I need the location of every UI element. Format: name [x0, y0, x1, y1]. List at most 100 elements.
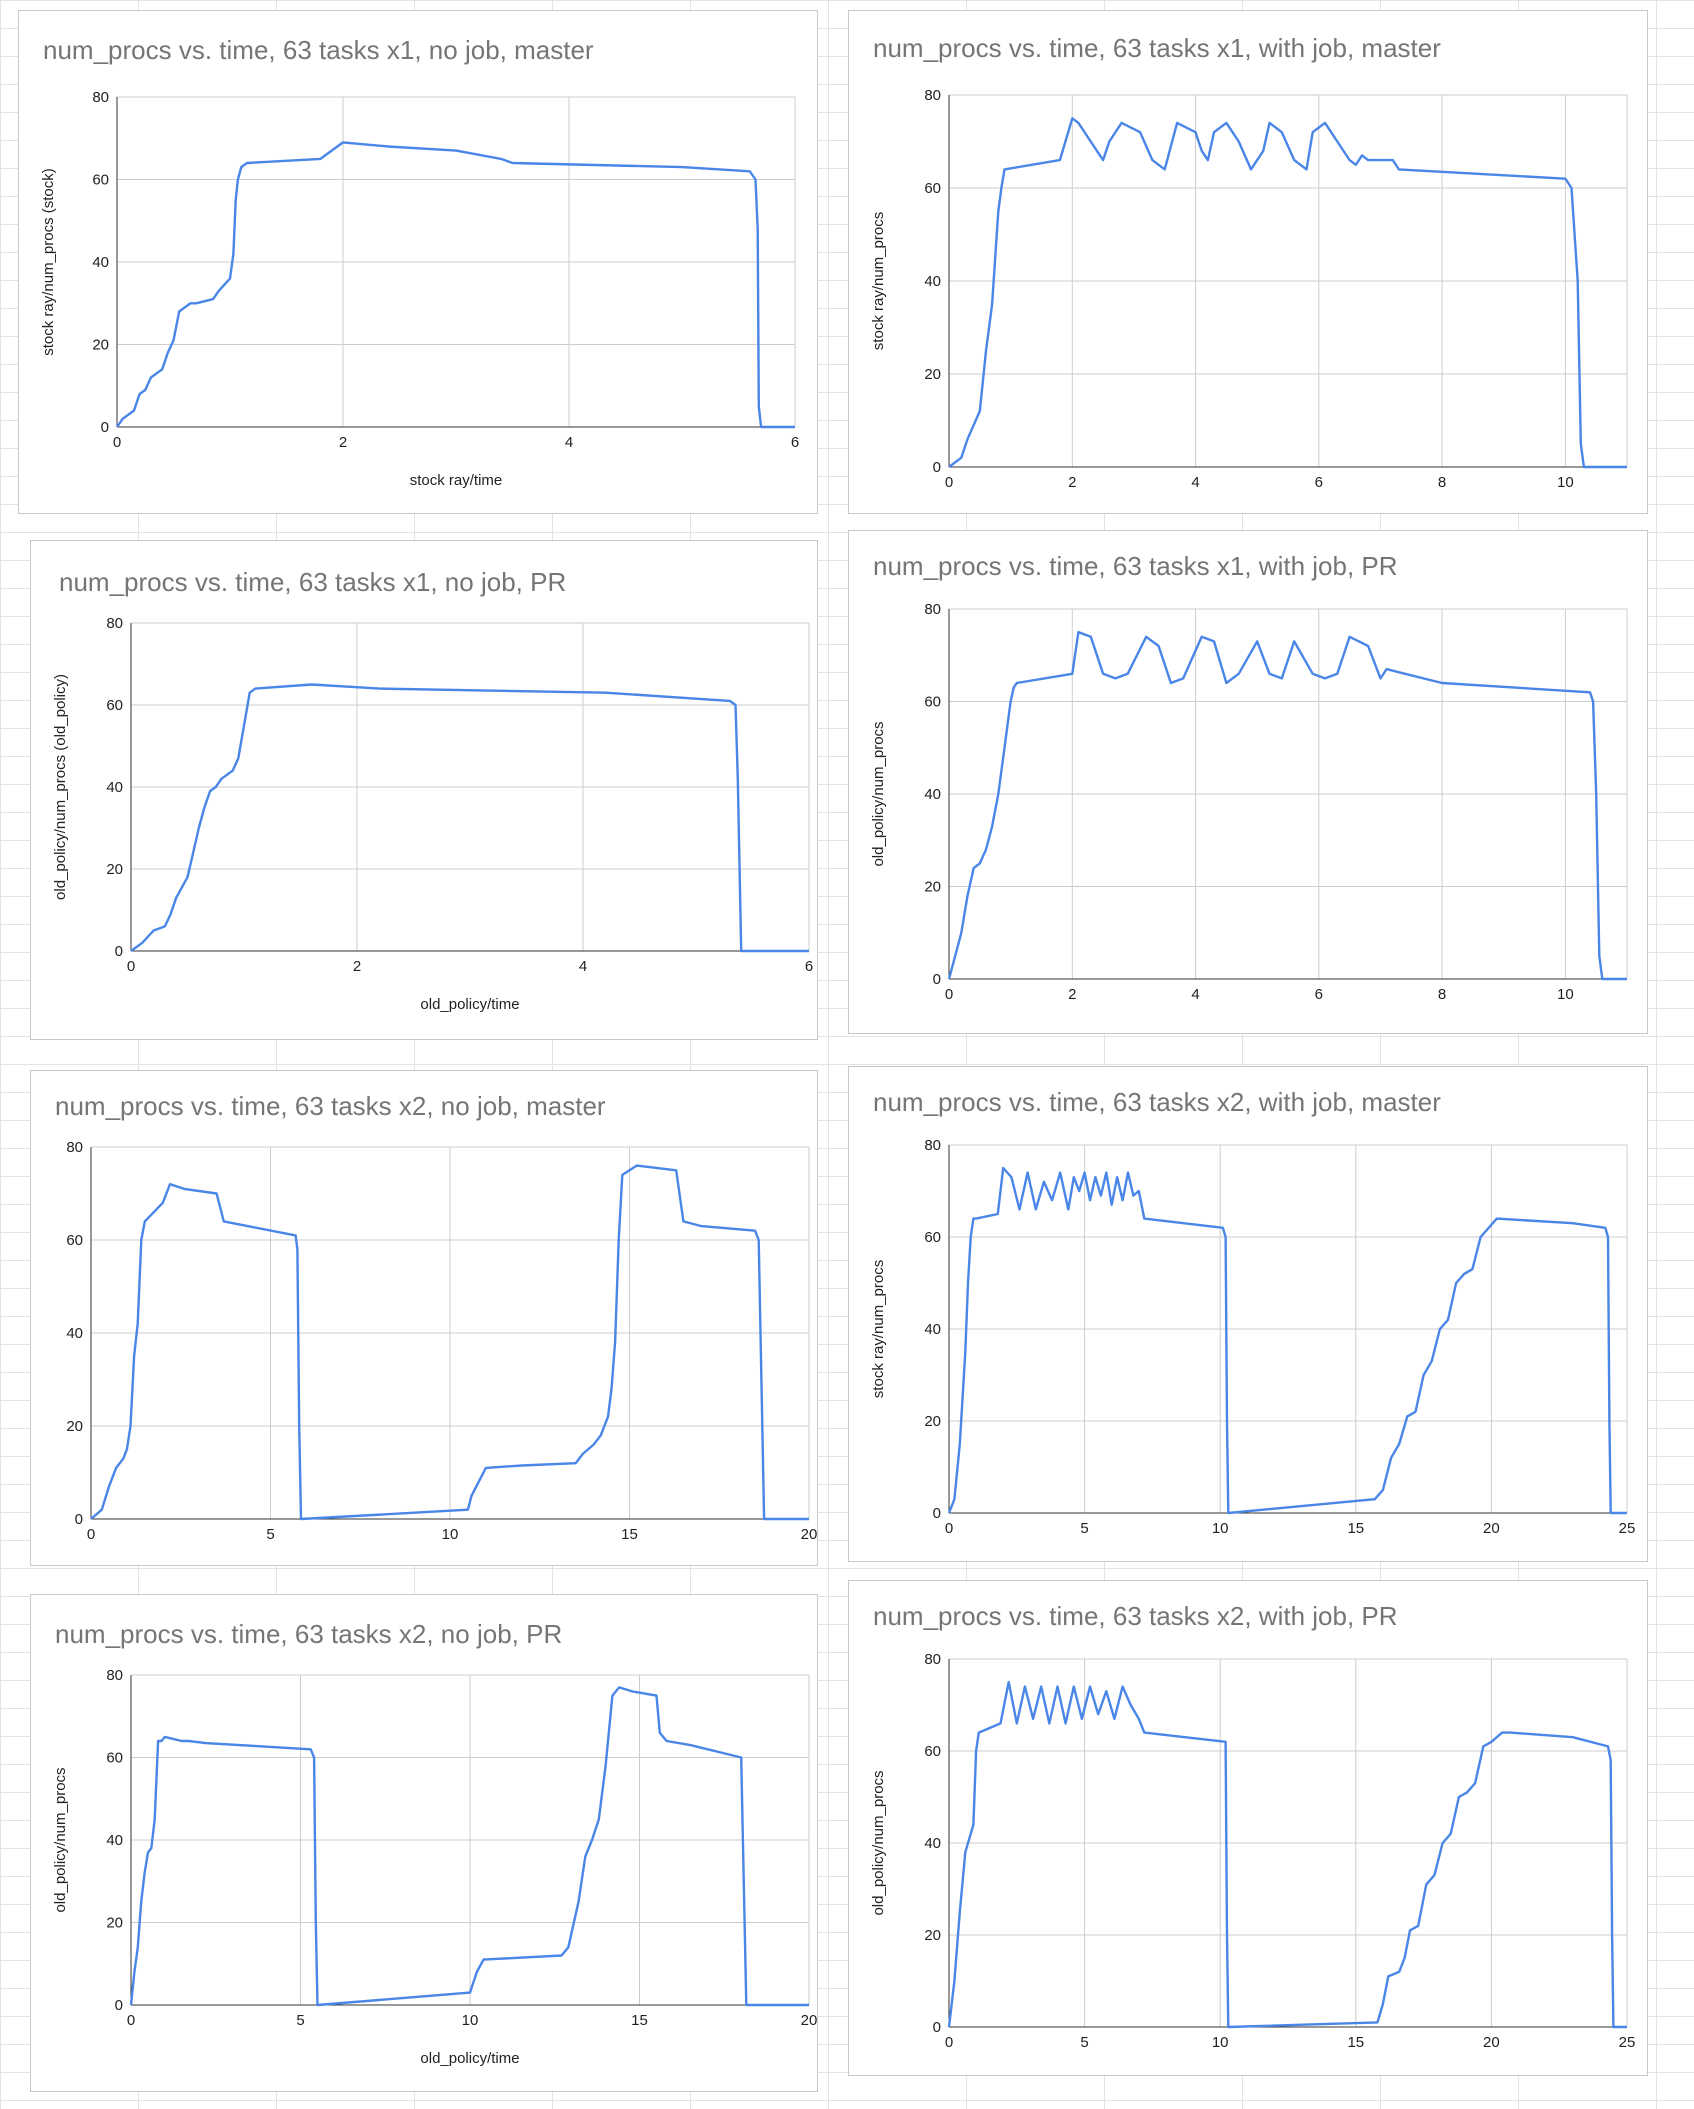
x-tick-label: 6 [1315, 474, 1323, 491]
y-tick-label: 0 [933, 459, 941, 476]
y-tick-label: 0 [115, 943, 123, 960]
y-tick-label: 60 [924, 1743, 941, 1760]
chart-card-x2-job-master: num_procs vs. time, 63 tasks x2, with jo… [848, 1066, 1648, 1562]
x-tick-label: 15 [631, 2012, 648, 2029]
x-tick-label: 6 [791, 434, 799, 451]
x-tick-label: 6 [1315, 986, 1323, 1003]
x-tick-label: 5 [1080, 1520, 1088, 1537]
y-tick-label: 0 [933, 1505, 941, 1522]
x-tick-label: 0 [945, 1520, 953, 1537]
x-tick-label: 20 [1483, 2034, 1500, 2051]
x-tick-label: 0 [127, 958, 135, 975]
chart-x1-nojob-pr: num_procs vs. time, 63 tasks x1, no job,… [52, 567, 813, 1013]
x-tick-label: 6 [805, 958, 813, 975]
chart-title: num_procs vs. time, 63 tasks x2, no job,… [55, 1091, 606, 1121]
y-tick-label: 80 [92, 89, 109, 106]
y-axis-label: stock ray/num_procs [870, 1260, 887, 1398]
series-line [947, 1166, 1627, 1515]
x-tick-label: 4 [1191, 986, 1199, 1003]
x-tick-label: 8 [1438, 474, 1446, 491]
series-line [116, 141, 795, 429]
y-tick-label: 20 [106, 1915, 123, 1932]
chart-title: num_procs vs. time, 63 tasks x1, no job,… [43, 35, 594, 65]
x-tick-label: 10 [1557, 474, 1574, 491]
x-tick-label: 10 [462, 2012, 479, 2029]
x-tick-label: 0 [945, 986, 953, 1003]
chart-card-x1-nojob-pr: num_procs vs. time, 63 tasks x1, no job,… [30, 540, 818, 1040]
chart-card-x2-job-pr: num_procs vs. time, 63 tasks x2, with jo… [848, 1580, 1648, 2076]
y-axis-label: old_policy/num_procs [52, 1767, 69, 1912]
chart-x2-job-master: num_procs vs. time, 63 tasks x2, with jo… [870, 1087, 1635, 1537]
x-tick-label: 20 [801, 1526, 818, 1543]
x-tick-label: 0 [87, 1526, 95, 1543]
y-tick-label: 40 [924, 1321, 941, 1338]
x-tick-label: 4 [565, 434, 573, 451]
x-tick-label: 20 [801, 2012, 818, 2029]
x-tick-label: 8 [1438, 986, 1446, 1003]
y-tick-label: 80 [924, 1137, 941, 1154]
y-tick-label: 20 [924, 879, 941, 896]
y-tick-label: 0 [933, 971, 941, 988]
chart-card-x1-job-pr: num_procs vs. time, 63 tasks x1, with jo… [848, 530, 1648, 1034]
chart-x1-job-master: num_procs vs. time, 63 tasks x1, with jo… [870, 33, 1628, 491]
chart-title: num_procs vs. time, 63 tasks x1, with jo… [873, 33, 1441, 63]
y-tick-label: 60 [924, 1229, 941, 1246]
y-tick-label: 80 [66, 1139, 83, 1156]
x-tick-label: 10 [1212, 2034, 1229, 2051]
x-tick-label: 10 [442, 1526, 459, 1543]
y-tick-label: 40 [106, 1832, 123, 1849]
y-axis-label: old_policy/num_procs (old_policy) [52, 674, 69, 900]
chart-title: num_procs vs. time, 63 tasks x1, no job,… [59, 567, 566, 597]
y-tick-label: 20 [924, 366, 941, 383]
series-line [130, 683, 809, 953]
x-tick-label: 2 [1068, 474, 1076, 491]
x-tick-label: 0 [113, 434, 121, 451]
y-tick-label: 20 [106, 861, 123, 878]
y-tick-label: 40 [924, 786, 941, 803]
y-tick-label: 0 [101, 419, 109, 436]
y-tick-label: 0 [75, 1511, 83, 1528]
y-tick-label: 60 [106, 1750, 123, 1767]
y-tick-label: 40 [92, 254, 109, 271]
chart-title: num_procs vs. time, 63 tasks x2, with jo… [873, 1087, 1441, 1117]
x-tick-label: 5 [1080, 2034, 1088, 2051]
x-tick-label: 15 [1347, 1520, 1364, 1537]
x-tick-label: 25 [1619, 2034, 1636, 2051]
series-line [129, 1686, 809, 2007]
y-tick-label: 20 [66, 1418, 83, 1435]
series-line [947, 630, 1627, 981]
y-tick-label: 80 [924, 601, 941, 618]
y-tick-label: 80 [106, 615, 123, 632]
y-axis-label: old_policy/num_procs [870, 1770, 887, 1915]
y-tick-label: 0 [933, 2019, 941, 2036]
y-tick-label: 20 [924, 1927, 941, 1944]
x-tick-label: 0 [945, 474, 953, 491]
y-tick-label: 0 [115, 1997, 123, 2014]
y-tick-label: 80 [924, 1651, 941, 1668]
chart-x1-job-pr: num_procs vs. time, 63 tasks x1, with jo… [870, 551, 1628, 1003]
x-tick-label: 0 [127, 2012, 135, 2029]
y-tick-label: 40 [66, 1325, 83, 1342]
y-axis-label: stock ray/num_procs (stock) [40, 168, 57, 356]
y-tick-label: 80 [924, 87, 941, 104]
y-tick-label: 60 [106, 697, 123, 714]
series-line [947, 1680, 1627, 2029]
series-line [948, 117, 1627, 469]
x-tick-label: 5 [266, 1526, 274, 1543]
y-axis-label: old_policy/num_procs [870, 721, 887, 866]
x-tick-label: 15 [1347, 2034, 1364, 2051]
y-tick-label: 40 [924, 273, 941, 290]
y-tick-label: 60 [66, 1232, 83, 1249]
chart-card-x2-nojob-master: num_procs vs. time, 63 tasks x2, no job,… [30, 1070, 818, 1566]
y-tick-label: 60 [924, 694, 941, 711]
series-line [90, 1164, 809, 1521]
x-tick-label: 2 [353, 958, 361, 975]
y-tick-label: 20 [924, 1413, 941, 1430]
x-axis-label: old_policy/time [420, 996, 519, 1013]
chart-title: num_procs vs. time, 63 tasks x2, with jo… [873, 1601, 1398, 1631]
chart-x2-nojob-master: num_procs vs. time, 63 tasks x2, no job,… [55, 1091, 818, 1543]
y-tick-label: 80 [106, 1667, 123, 1684]
chart-x2-nojob-pr: num_procs vs. time, 63 tasks x2, no job,… [52, 1619, 818, 2067]
x-tick-label: 4 [579, 958, 587, 975]
chart-card-x1-job-master: num_procs vs. time, 63 tasks x1, with jo… [848, 10, 1648, 514]
